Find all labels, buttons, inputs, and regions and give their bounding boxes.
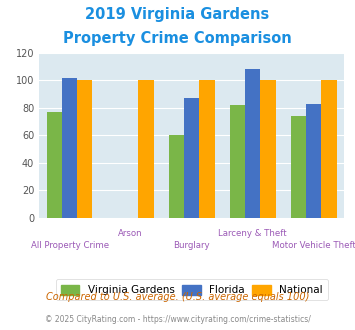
Bar [291,116,306,218]
Text: © 2025 CityRating.com - https://www.cityrating.com/crime-statistics/: © 2025 CityRating.com - https://www.city… [45,315,310,324]
Text: Arson: Arson [118,229,143,238]
Text: Burglary: Burglary [173,241,210,250]
Bar [184,98,200,218]
Bar [200,80,214,218]
Text: Larceny & Theft: Larceny & Theft [218,229,287,238]
Text: All Property Crime: All Property Crime [31,241,109,250]
Bar [322,80,337,218]
Text: 2019 Virginia Gardens: 2019 Virginia Gardens [85,7,270,21]
Bar [138,80,153,218]
Text: Motor Vehicle Theft: Motor Vehicle Theft [272,241,355,250]
Bar [230,105,245,218]
Bar [306,104,322,218]
Legend: Virginia Gardens, Florida, National: Virginia Gardens, Florida, National [55,279,328,300]
Text: Property Crime Comparison: Property Crime Comparison [63,31,292,46]
Bar [77,80,92,218]
Text: Compared to U.S. average. (U.S. average equals 100): Compared to U.S. average. (U.S. average … [46,292,309,302]
Bar [245,69,261,218]
Bar [169,135,184,218]
Bar [47,112,62,218]
Bar [261,80,275,218]
Bar [62,78,77,218]
